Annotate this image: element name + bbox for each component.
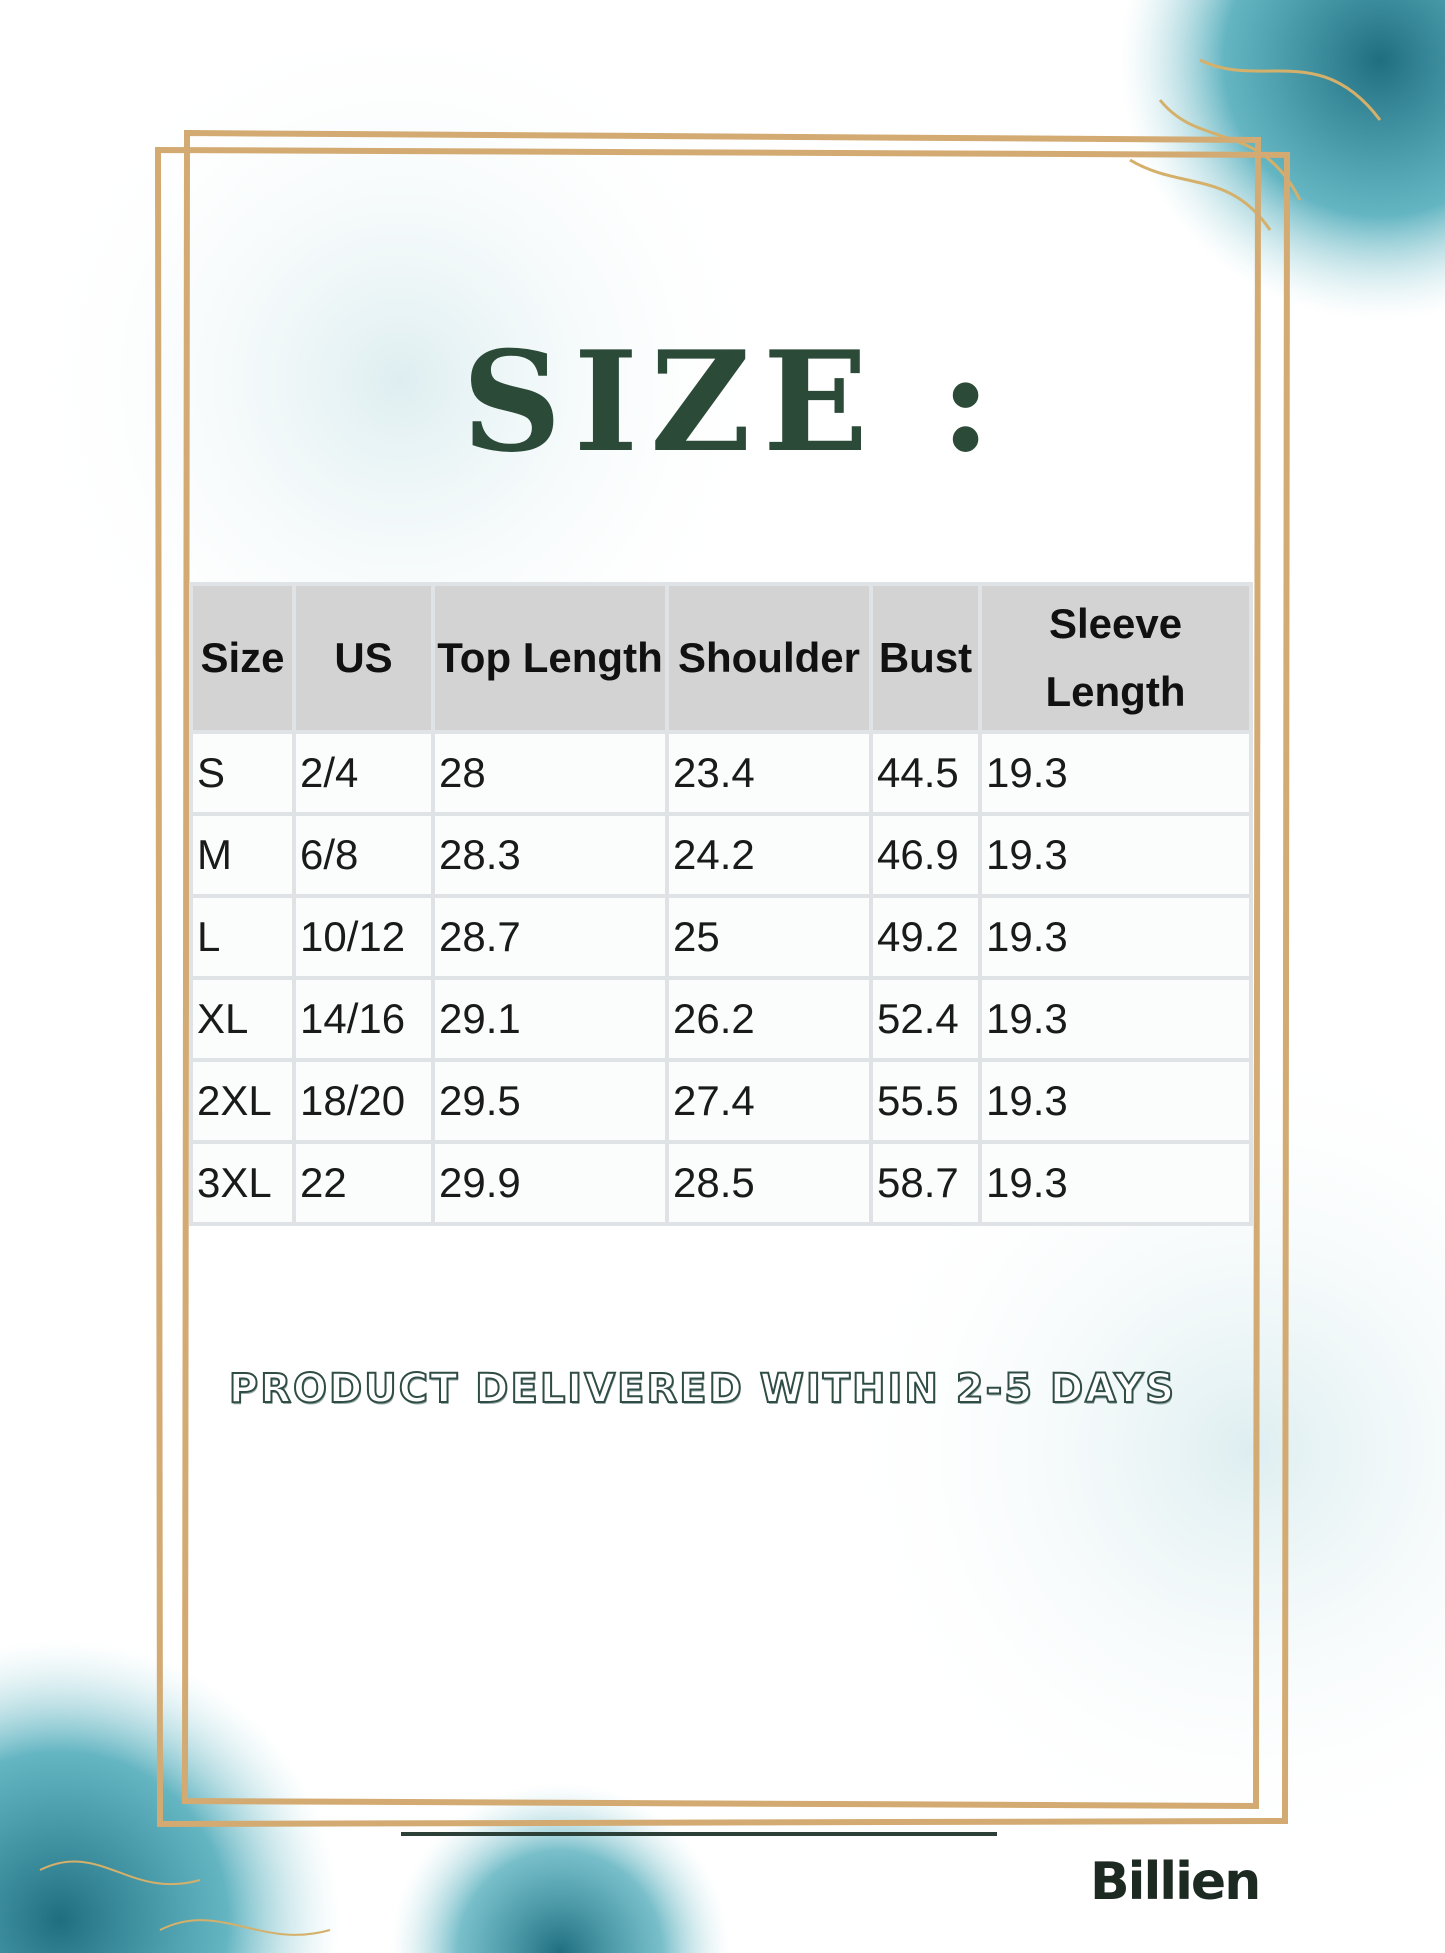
delivery-note: PRODUCT DELIVERED WITHIN 2-5 DAYS — [228, 1365, 1177, 1413]
table-row: 3XL 22 29.9 28.5 58.7 19.3 — [193, 1144, 1249, 1222]
cell-sleeve-length: 19.3 — [982, 898, 1249, 976]
cell-size: XL — [193, 980, 292, 1058]
cell-top-length: 28 — [435, 734, 665, 812]
cell-bust: 58.7 — [873, 1144, 978, 1222]
cell-us: 6/8 — [296, 816, 431, 894]
cell-us: 14/16 — [296, 980, 431, 1058]
cell-shoulder: 25 — [669, 898, 869, 976]
header-bust: Bust — [873, 586, 978, 730]
table-row: XL 14/16 29.1 26.2 52.4 19.3 — [193, 980, 1249, 1058]
page-title: SIZE : — [461, 320, 1004, 483]
cell-size: M — [193, 816, 292, 894]
cell-shoulder: 26.2 — [669, 980, 869, 1058]
ink-top-right — [1120, 0, 1445, 320]
header-top-length: Top Length — [435, 586, 665, 730]
table-row: L 10/12 28.7 25 49.2 19.3 — [193, 898, 1249, 976]
cell-top-length: 29.9 — [435, 1144, 665, 1222]
cell-size: S — [193, 734, 292, 812]
cell-us: 18/20 — [296, 1062, 431, 1140]
size-chart-table: Size US Top Length Shoulder Bust Sleeve … — [189, 582, 1253, 1226]
cell-size: 3XL — [193, 1144, 292, 1222]
cell-sleeve-length: 19.3 — [982, 734, 1249, 812]
cell-bust: 55.5 — [873, 1062, 978, 1140]
table-row: S 2/4 28 23.4 44.5 19.3 — [193, 734, 1249, 812]
ink-bottom-left — [0, 1640, 340, 1953]
cell-shoulder: 28.5 — [669, 1144, 869, 1222]
divider — [401, 1832, 997, 1836]
table-row: M 6/8 28.3 24.2 46.9 19.3 — [193, 816, 1249, 894]
cell-bust: 46.9 — [873, 816, 978, 894]
table-header-row: Size US Top Length Shoulder Bust Sleeve … — [193, 586, 1249, 730]
cell-size: 2XL — [193, 1062, 292, 1140]
cell-shoulder: 27.4 — [669, 1062, 869, 1140]
cell-top-length: 28.7 — [435, 898, 665, 976]
cell-top-length: 28.3 — [435, 816, 665, 894]
cell-top-length: 29.5 — [435, 1062, 665, 1140]
cell-shoulder: 24.2 — [669, 816, 869, 894]
cell-bust: 52.4 — [873, 980, 978, 1058]
cell-us: 22 — [296, 1144, 431, 1222]
gold-frame — [154, 129, 1291, 1828]
cell-size: L — [193, 898, 292, 976]
cell-us: 10/12 — [296, 898, 431, 976]
cell-bust: 49.2 — [873, 898, 978, 976]
cell-bust: 44.5 — [873, 734, 978, 812]
cell-us: 2/4 — [296, 734, 431, 812]
cell-sleeve-length: 19.3 — [982, 1062, 1249, 1140]
ink-bottom-center — [390, 1783, 730, 1953]
brand-logo: Billien — [1090, 1852, 1261, 1912]
cell-top-length: 29.1 — [435, 980, 665, 1058]
header-shoulder: Shoulder — [669, 586, 869, 730]
header-size: Size — [193, 586, 292, 730]
cell-sleeve-length: 19.3 — [982, 1144, 1249, 1222]
table-row: 2XL 18/20 29.5 27.4 55.5 19.3 — [193, 1062, 1249, 1140]
cell-shoulder: 23.4 — [669, 734, 869, 812]
header-us: US — [296, 586, 431, 730]
cell-sleeve-length: 19.3 — [982, 816, 1249, 894]
cell-sleeve-length: 19.3 — [982, 980, 1249, 1058]
header-sleeve-length: Sleeve Length — [982, 586, 1249, 730]
